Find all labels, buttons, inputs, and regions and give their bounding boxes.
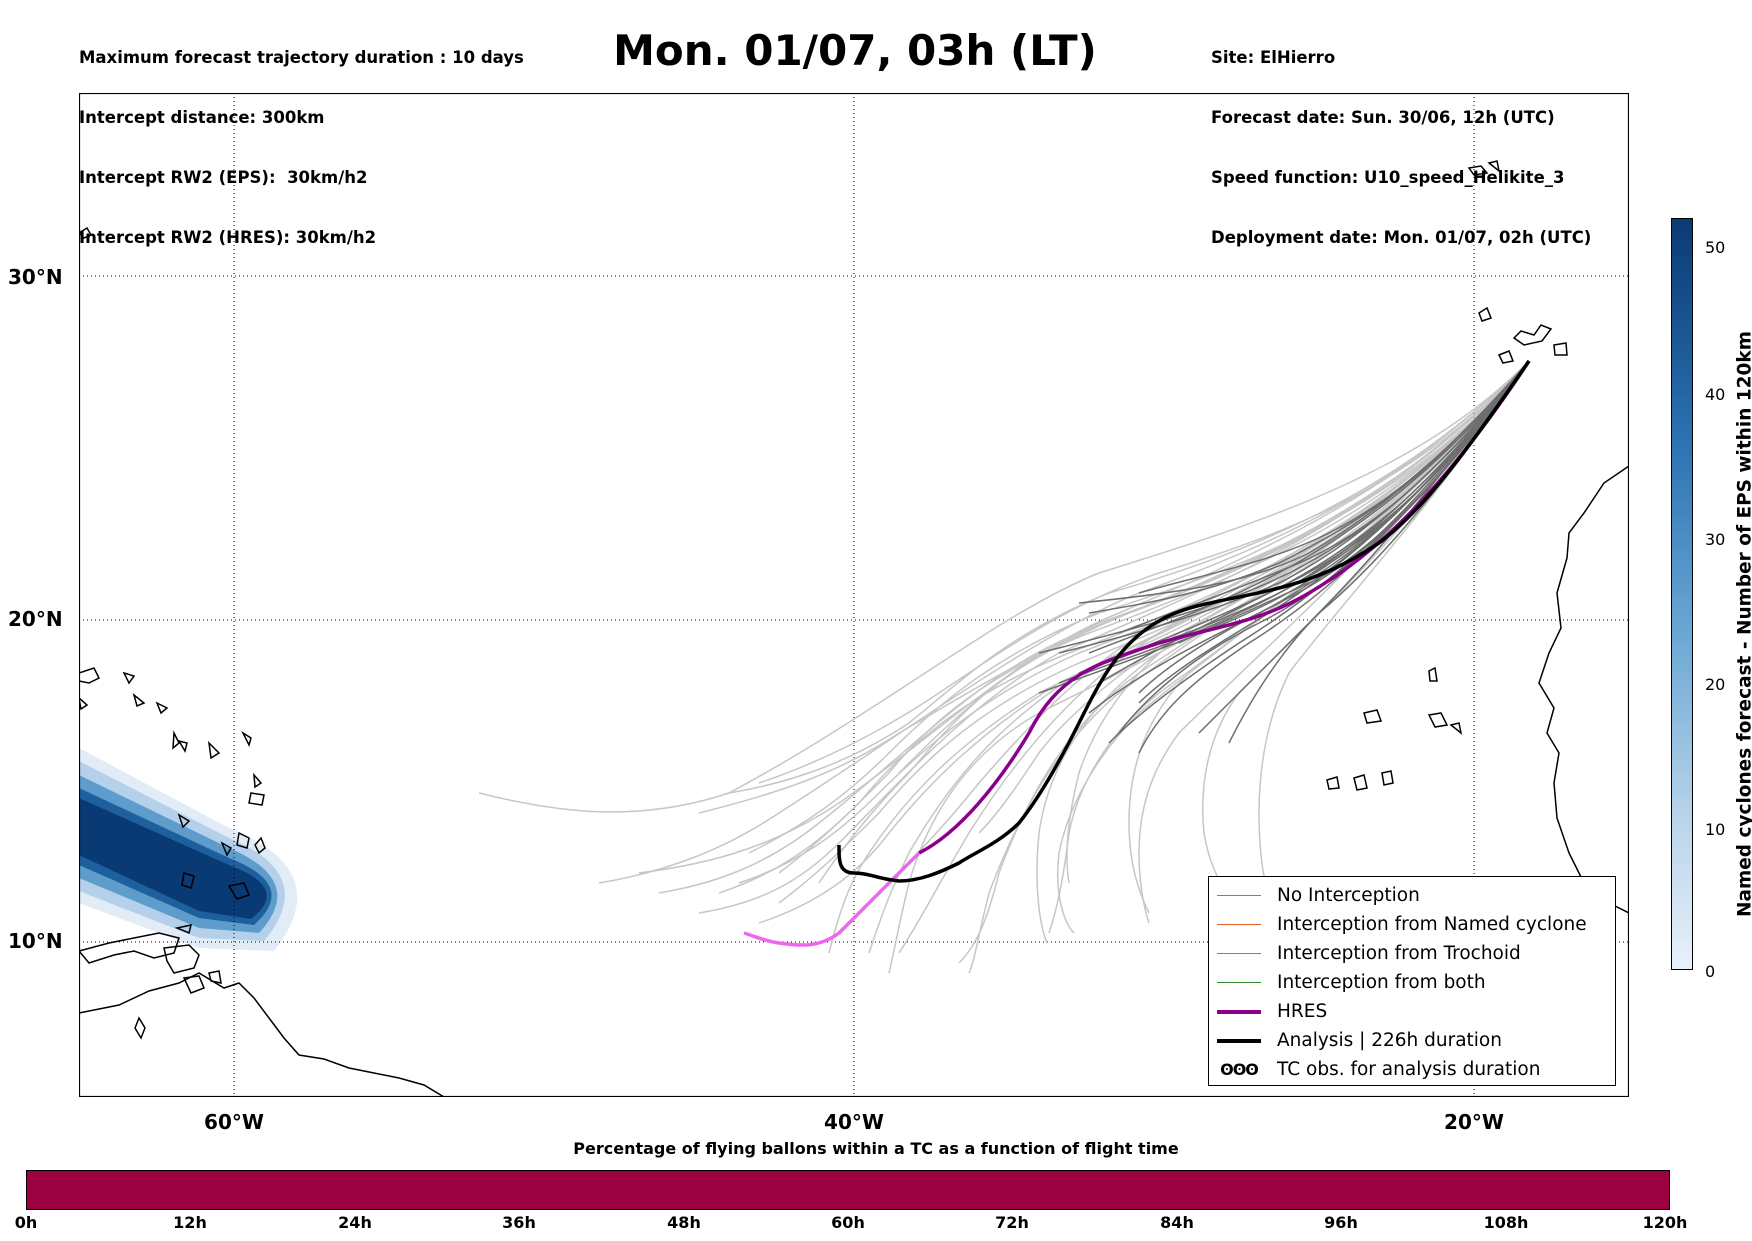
legend-item-trochoid: Interception from Trochoid: [1209, 939, 1615, 968]
cyclone-density-swath: [79, 748, 298, 951]
legend-label: Interception from both: [1277, 972, 1486, 993]
legend-label: Analysis | 226h duration: [1277, 1030, 1502, 1051]
header-left-line: Intercept distance: 300km: [79, 108, 325, 127]
lon-label-20w: 20°W: [1444, 1110, 1504, 1134]
legend-item-named-cyclone: Interception from Named cyclone: [1209, 910, 1615, 939]
hres-trajectory: [743, 360, 1531, 947]
lon-label-40w: 40°W: [824, 1110, 884, 1134]
flight-time-tick: 72h: [995, 1213, 1029, 1232]
legend-item-tc-obs: ʘʘʘ TC obs. for analysis duration: [1209, 1055, 1615, 1084]
flight-time-tick: 24h: [338, 1213, 372, 1232]
map-legend: No Interception Interception from Named …: [1208, 876, 1616, 1086]
map-frame: [79, 93, 1629, 1097]
header-right-line: Site: ElHierro: [1211, 48, 1336, 67]
flight-time-tick: 36h: [502, 1213, 536, 1232]
flight-time-tick: 12h: [173, 1213, 207, 1232]
lat-label-30n: 30°N: [8, 265, 63, 289]
map-title: Mon. 01/07, 03h (LT): [613, 26, 1097, 75]
colorbar-tick: 0: [1705, 962, 1716, 981]
header-info-left: Maximum forecast trajectory duration : 1…: [79, 8, 524, 268]
colorbar-tick: 30: [1705, 530, 1726, 549]
header-info-right: Site: ElHierro Forecast date: Sun. 30/06…: [1211, 8, 1591, 268]
colorbar-label: Named cyclones forecast - Number of EPS …: [1734, 330, 1752, 918]
header-right-line: Speed function: U10_speed_Helikite_3: [1211, 168, 1565, 187]
tc-symbol-icon: ʘʘʘ: [1220, 1060, 1259, 1079]
flight-time-tick: 120h: [1642, 1213, 1688, 1232]
header-right-line: Forecast date: Sun. 30/06, 12h (UTC): [1211, 108, 1555, 127]
colorbar-tick: 10: [1705, 820, 1726, 839]
trajectory-map: [79, 93, 1629, 1097]
legend-label: Interception from Trochoid: [1277, 943, 1521, 964]
flight-time-bar-title: Percentage of flying ballons within a TC…: [573, 1139, 1179, 1158]
legend-label: Interception from Named cyclone: [1277, 914, 1587, 935]
legend-item-hres: HRES: [1209, 997, 1615, 1026]
legend-item-both: Interception from both: [1209, 968, 1615, 997]
colorbar-tick: 20: [1705, 675, 1726, 694]
header-right-line: Deployment date: Mon. 01/07, 02h (UTC): [1211, 228, 1592, 247]
flight-time-tick: 48h: [667, 1213, 701, 1232]
flight-time-tick: 96h: [1324, 1213, 1358, 1232]
header-left-line: Maximum forecast trajectory duration : 1…: [79, 48, 524, 67]
header-left-line: Intercept RW2 (EPS): 30km/h2: [79, 168, 368, 187]
lat-label-20n: 20°N: [8, 607, 63, 631]
cyclone-colorbar: [1671, 218, 1693, 970]
legend-label: No Interception: [1277, 885, 1420, 906]
flight-time-tick: 0h: [14, 1213, 38, 1232]
header-left-line: Intercept RW2 (HRES): 30km/h2: [79, 228, 377, 247]
flight-time-bar: [26, 1170, 1670, 1210]
flight-time-tick: 60h: [831, 1213, 865, 1232]
flight-time-tick: 84h: [1160, 1213, 1194, 1232]
legend-label: TC obs. for analysis duration: [1277, 1059, 1541, 1080]
flight-time-tick: 108h: [1483, 1213, 1529, 1232]
lat-label-10n: 10°N: [8, 929, 63, 953]
legend-label: HRES: [1277, 1001, 1328, 1022]
legend-item-analysis: Analysis | 226h duration: [1209, 1026, 1615, 1055]
colorbar-tick: 40: [1705, 385, 1726, 404]
lon-label-60w: 60°W: [204, 1110, 264, 1134]
colorbar-tick: 50: [1705, 238, 1726, 257]
analysis-trajectory: [837, 360, 1531, 883]
coastlines: [79, 160, 1629, 1097]
legend-item-no-interception: No Interception: [1209, 881, 1615, 910]
